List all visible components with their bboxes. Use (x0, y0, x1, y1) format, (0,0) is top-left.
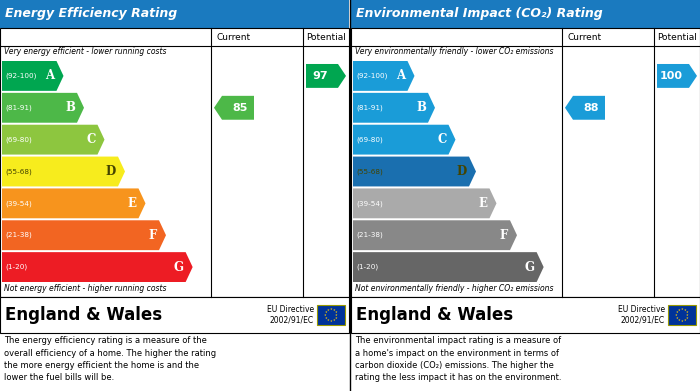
Text: (92-100): (92-100) (5, 73, 36, 79)
Text: (69-80): (69-80) (356, 136, 383, 143)
Text: ★: ★ (686, 313, 689, 317)
Polygon shape (353, 156, 476, 187)
Polygon shape (2, 220, 166, 250)
Text: A: A (396, 70, 405, 83)
Text: (1-20): (1-20) (356, 264, 378, 270)
Polygon shape (2, 61, 64, 91)
Text: B: B (416, 101, 426, 114)
Text: ★: ★ (325, 316, 328, 320)
Text: 85: 85 (232, 103, 248, 113)
Text: 88: 88 (583, 103, 598, 113)
Text: (39-54): (39-54) (5, 200, 32, 206)
Text: ★: ★ (335, 316, 337, 320)
Text: ★: ★ (683, 318, 686, 322)
Polygon shape (353, 125, 456, 154)
Polygon shape (657, 64, 697, 88)
Polygon shape (2, 156, 125, 187)
Text: G: G (174, 260, 183, 274)
Text: C: C (86, 133, 95, 146)
Text: (39-54): (39-54) (356, 200, 383, 206)
Text: ★: ★ (330, 319, 332, 323)
Text: ★: ★ (680, 307, 683, 311)
Text: Energy Efficiency Rating: Energy Efficiency Rating (5, 7, 177, 20)
Polygon shape (2, 93, 84, 123)
Text: 100: 100 (659, 71, 682, 81)
Bar (317, 305, 345, 325)
Text: ★: ★ (678, 308, 680, 312)
Text: (55-68): (55-68) (356, 168, 383, 175)
Polygon shape (2, 252, 192, 282)
Text: F: F (500, 229, 508, 242)
Bar (351, 28, 700, 297)
Text: (1-20): (1-20) (5, 264, 27, 270)
Text: (69-80): (69-80) (5, 136, 32, 143)
Text: ★: ★ (675, 313, 678, 317)
Bar (351, 297, 700, 333)
Text: 97: 97 (312, 71, 328, 81)
Text: ★: ★ (335, 313, 338, 317)
Text: (55-68): (55-68) (5, 168, 32, 175)
Bar (668, 305, 696, 325)
Text: Current: Current (217, 32, 251, 41)
Text: E: E (479, 197, 487, 210)
Text: D: D (106, 165, 116, 178)
Polygon shape (565, 96, 605, 120)
Text: ★: ★ (330, 307, 332, 311)
Polygon shape (353, 220, 517, 250)
Polygon shape (353, 252, 544, 282)
Text: ★: ★ (332, 308, 335, 312)
Bar (0, 297, 349, 333)
Text: ★: ★ (678, 318, 680, 322)
Polygon shape (353, 93, 435, 123)
Text: The energy efficiency rating is a measure of the
overall efficiency of a home. T: The energy efficiency rating is a measur… (4, 336, 216, 382)
Text: B: B (65, 101, 75, 114)
Text: Very environmentally friendly - lower CO₂ emissions: Very environmentally friendly - lower CO… (355, 47, 554, 56)
Text: A: A (46, 70, 55, 83)
Text: Not energy efficient - higher running costs: Not energy efficient - higher running co… (4, 284, 167, 293)
Text: ★: ★ (327, 308, 330, 312)
Text: Potential: Potential (306, 32, 346, 41)
Text: Very energy efficient - lower running costs: Very energy efficient - lower running co… (4, 47, 167, 56)
Text: E: E (127, 197, 136, 210)
Text: ★: ★ (676, 310, 678, 314)
Bar (351, 0, 700, 28)
Text: EU Directive
2002/91/EC: EU Directive 2002/91/EC (618, 305, 665, 325)
Text: G: G (525, 260, 535, 274)
Polygon shape (353, 61, 414, 91)
Text: ★: ★ (325, 310, 328, 314)
Text: Potential: Potential (657, 32, 697, 41)
Text: ★: ★ (324, 313, 327, 317)
Text: (81-91): (81-91) (356, 104, 383, 111)
Text: F: F (148, 229, 157, 242)
Text: Current: Current (568, 32, 602, 41)
Text: ★: ★ (332, 318, 335, 322)
Text: EU Directive
2002/91/EC: EU Directive 2002/91/EC (267, 305, 314, 325)
Text: (21-38): (21-38) (356, 232, 383, 239)
Polygon shape (306, 64, 346, 88)
Text: Environmental Impact (CO₂) Rating: Environmental Impact (CO₂) Rating (356, 7, 603, 20)
Text: ★: ★ (680, 319, 683, 323)
Text: ★: ★ (685, 316, 688, 320)
Text: ★: ★ (335, 310, 337, 314)
Text: ★: ★ (676, 316, 678, 320)
Text: D: D (456, 165, 467, 178)
Bar (0, 0, 349, 28)
Text: (21-38): (21-38) (5, 232, 32, 239)
Text: ★: ★ (327, 318, 330, 322)
Text: ★: ★ (685, 310, 688, 314)
Text: (92-100): (92-100) (356, 73, 387, 79)
Text: C: C (437, 133, 447, 146)
Text: The environmental impact rating is a measure of
a home's impact on the environme: The environmental impact rating is a mea… (355, 336, 561, 382)
Text: England & Wales: England & Wales (5, 306, 162, 324)
Text: Not environmentally friendly - higher CO₂ emissions: Not environmentally friendly - higher CO… (355, 284, 554, 293)
Polygon shape (2, 188, 146, 218)
Polygon shape (353, 188, 496, 218)
Polygon shape (2, 125, 104, 154)
Bar (0, 28, 349, 297)
Text: ★: ★ (683, 308, 686, 312)
Text: England & Wales: England & Wales (356, 306, 513, 324)
Polygon shape (214, 96, 254, 120)
Text: (81-91): (81-91) (5, 104, 32, 111)
